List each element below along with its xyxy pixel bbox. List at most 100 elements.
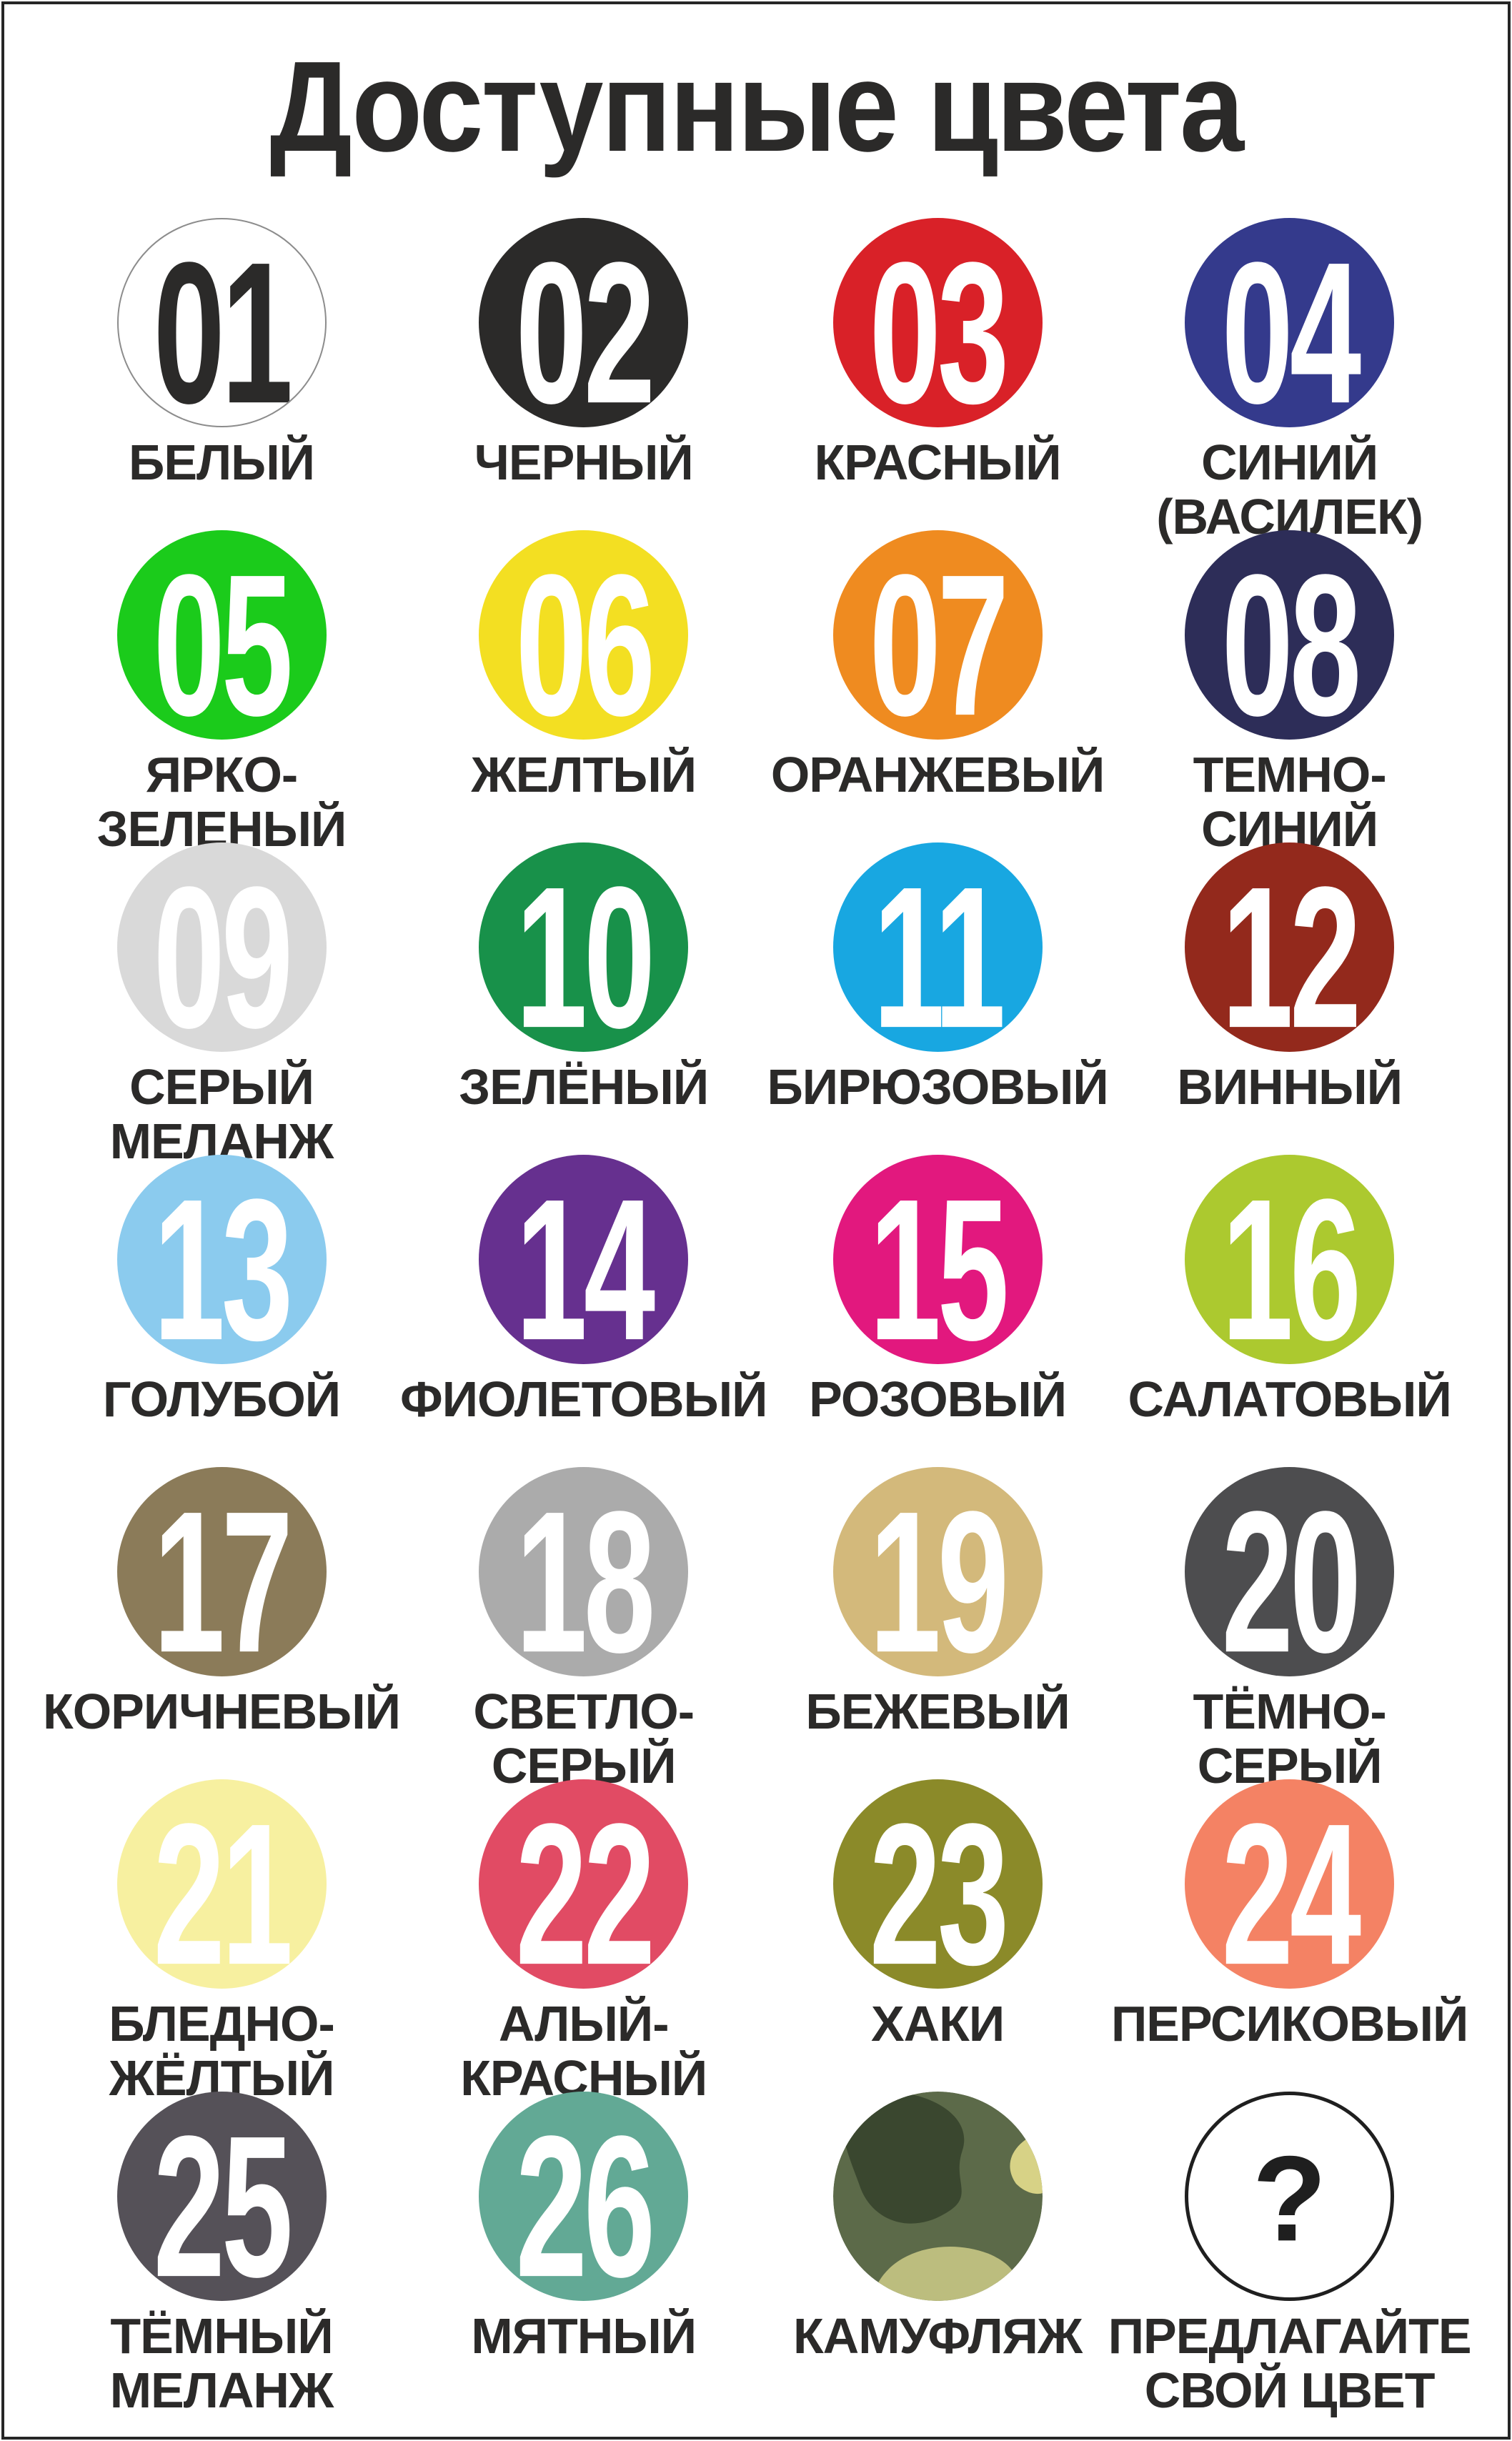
color-number: 15 (869, 1156, 1010, 1364)
color-swatch: 17 (116, 1467, 327, 1676)
color-item-17: 17 КОРИЧНЕВЫЙ (43, 1467, 401, 1779)
color-number: 14 (515, 1156, 655, 1364)
color-name: РОЗОВЫЙ (809, 1371, 1067, 1427)
color-number: 20 (1221, 1468, 1361, 1676)
color-number: 18 (515, 1468, 655, 1676)
color-swatch: 23 (832, 1779, 1043, 1989)
color-item-18: 18 СВЕТЛО- СЕРЫЙ (400, 1467, 767, 1792)
color-name: САЛАТОВЫЙ (1128, 1371, 1452, 1427)
color-name: СИНИЙ (ВАСИЛЕК) (1156, 434, 1423, 545)
color-name: МЯТНЫЙ (471, 2308, 697, 2364)
color-name: ОРАНЖЕВЫЙ (770, 747, 1105, 802)
color-number: 06 (515, 532, 655, 740)
color-item-20: 20 ТЁМНО- СЕРЫЙ (1108, 1467, 1471, 1792)
color-item-04: 04 СИНИЙ (ВАСИЛЕК) (1108, 218, 1471, 543)
color-name: ВИННЫЙ (1177, 1059, 1403, 1115)
color-name: ЗЕЛЁНЫЙ (459, 1059, 709, 1115)
color-swatch: 24 (1185, 1779, 1395, 1989)
color-item-12: 12 ВИННЫЙ (1108, 842, 1471, 1155)
color-number: 25 (153, 2093, 294, 2301)
color-item-09: 09 СЕРЫЙ МЕЛАНЖ (43, 842, 400, 1168)
color-swatch: 21 (116, 1779, 327, 1989)
color-swatch: 03 (832, 218, 1043, 427)
color-swatch: 16 (1185, 1155, 1395, 1364)
color-name: ТЁМНЫЙ МЕЛАНЖ (109, 2308, 334, 2418)
color-name: ФИОЛЕТОВЫЙ (400, 1371, 767, 1427)
color-name: БЕЖЕВЫЙ (805, 1684, 1070, 1739)
color-number: 10 (515, 844, 655, 1052)
color-name: ЯРКО- ЗЕЛЕНЫЙ (96, 747, 347, 857)
color-item-02: 02 ЧЕРНЫЙ (400, 218, 767, 530)
color-swatch: 15 (832, 1155, 1043, 1364)
color-number: 12 (1221, 844, 1361, 1052)
color-name: КАМУФЛЯЖ (792, 2308, 1083, 2364)
color-number: 26 (515, 2093, 655, 2301)
color-name: ЧЕРНЫЙ (474, 434, 694, 490)
color-number: 16 (1221, 1156, 1361, 1364)
color-swatch: 10 (479, 842, 689, 1052)
color-number: 01 (153, 219, 294, 427)
color-item-10: 10 ЗЕЛЁНЫЙ (400, 842, 767, 1155)
color-item-14: 14 ФИОЛЕТОВЫЙ (400, 1155, 767, 1467)
color-number: 23 (869, 1781, 1010, 1989)
color-item-22: 22 АЛЫЙ- КРАСНЫЙ (400, 1779, 767, 2104)
color-swatch: 07 (832, 530, 1043, 740)
color-name: БИРЮЗОВЫЙ (767, 1059, 1108, 1115)
color-name: СВЕТЛО- СЕРЫЙ (473, 1684, 695, 1794)
color-swatch: 18 (479, 1467, 689, 1676)
color-swatch: 25 (116, 2092, 327, 2301)
color-swatch: 20 (1185, 1467, 1395, 1676)
color-grid: 01 БЕЛЫЙ 02 ЧЕРНЫЙ 03 КРАСНЫЙ 04 СИНИЙ (ВАСИЛЕК)… (0, 218, 1512, 2417)
color-name: ПРЕДЛАГАЙТЕ СВОЙ ЦВЕТ (1108, 2308, 1472, 2418)
color-swatch: 26 (479, 2092, 689, 2301)
color-item-08: 08 ТЕМНО- СИНИЙ (1108, 530, 1471, 855)
color-item-15: 15 РОЗОВЫЙ (767, 1155, 1108, 1467)
color-swatch: 19 (832, 1467, 1043, 1676)
color-number: 24 (1221, 1781, 1361, 1989)
color-name: ГОЛУБОЙ (102, 1371, 341, 1427)
camouflage-pattern (832, 2092, 1043, 2301)
camouflage-swatch (832, 2092, 1043, 2301)
color-swatch: 22 (479, 1779, 689, 1989)
color-swatch: 13 (116, 1155, 327, 1364)
color-name: СЕРЫЙ МЕЛАНЖ (109, 1059, 334, 1169)
color-swatch: 11 (832, 842, 1043, 1052)
color-item-25: 25 ТЁМНЫЙ МЕЛАНЖ (43, 2092, 400, 2417)
color-item-03: 03 КРАСНЫЙ (767, 218, 1108, 530)
color-number: 07 (869, 532, 1010, 740)
color-name: КОРИЧНЕВЫЙ (43, 1684, 401, 1739)
color-number: 22 (515, 1781, 655, 1989)
color-swatch: 08 (1185, 530, 1395, 740)
color-swatch: 04 (1185, 218, 1395, 427)
page-title: Доступные цвета (269, 35, 1245, 179)
color-name: ПЕРСИКОВЫЙ (1110, 1996, 1468, 2052)
color-number: 02 (515, 219, 655, 427)
color-item-05: 05 ЯРКО- ЗЕЛЕНЫЙ (43, 530, 400, 855)
color-item-26: 26 МЯТНЫЙ (400, 2092, 767, 2404)
color-number: 19 (869, 1468, 1010, 1676)
question-mark-icon: ? (1252, 2130, 1327, 2267)
color-item-camo: КАМУФЛЯЖ (767, 2092, 1108, 2404)
color-item-24: 24 ПЕРСИКОВЫЙ (1108, 1779, 1471, 2092)
color-item-16: 16 САЛАТОВЫЙ (1108, 1155, 1471, 1467)
color-name: БЕЛЫЙ (129, 434, 315, 490)
color-item-13: 13 ГОЛУБОЙ (43, 1155, 400, 1467)
color-name: ХАКИ (870, 1996, 1005, 2052)
color-swatch: 01 (116, 218, 327, 427)
color-name: КРАСНЫЙ (814, 434, 1062, 490)
color-item-01: 01 БЕЛЫЙ (43, 218, 400, 530)
color-number: 21 (153, 1781, 294, 1989)
color-name: ЖЕЛТЫЙ (471, 747, 697, 802)
color-swatch: 09 (116, 842, 327, 1052)
color-item-custom: ? ПРЕДЛАГАЙТЕ СВОЙ ЦВЕТ (1108, 2092, 1472, 2417)
color-swatch: 06 (479, 530, 689, 740)
color-name: БЛЕДНО- ЖЁЛТЫЙ (109, 1996, 335, 2106)
color-number: 05 (153, 532, 294, 740)
color-number: 03 (869, 219, 1010, 427)
color-item-07: 07 ОРАНЖЕВЫЙ (767, 530, 1108, 842)
color-number: 17 (153, 1468, 294, 1676)
color-item-06: 06 ЖЕЛТЫЙ (400, 530, 767, 842)
color-number: 13 (153, 1156, 294, 1364)
color-name: АЛЫЙ- КРАСНЫЙ (460, 1996, 707, 2106)
color-item-19: 19 БЕЖЕВЫЙ (767, 1467, 1108, 1779)
